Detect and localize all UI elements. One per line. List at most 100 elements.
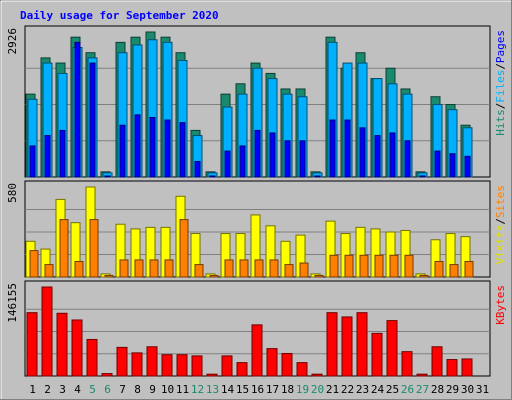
middle-bar-sites-5 [89,219,99,278]
middle-bar-sites-28 [434,260,444,278]
top-bar-pages-2 [44,135,51,178]
middle-bar-sites-20 [314,274,324,278]
top-bar-pages-29 [449,153,456,178]
middle-panel: 580 Sites/Visits [6,180,507,278]
middle-bar-sites-23 [359,254,369,278]
top-panel: 2926 Pages/Files/Hits [6,25,507,178]
middle-bar-sites-13 [209,274,219,278]
top-bar-pages-17 [269,132,276,178]
top-bar-pages-14 [224,150,231,178]
middle-bar-sites-6 [104,274,114,278]
bottom-bar-kbytes-19 [296,362,308,377]
bottom-bar-kbytes-1 [26,312,38,377]
x-tick-label-20: 20 [311,383,324,396]
x-tick-label-30: 30 [461,383,474,396]
bottom-bar-kbytes-14 [221,355,233,377]
x-tick-label-2: 2 [44,383,51,396]
x-tick-label-6: 6 [104,383,111,396]
top-legend-files: Files [494,70,507,103]
middle-legend-visits: Visits [494,225,507,265]
bottom-bar-kbytes-24 [371,332,383,377]
top-bar-pages-16 [254,129,261,178]
x-tick-label-24: 24 [371,383,385,396]
x-tick-label-3: 3 [59,383,66,396]
bottom-bar-kbytes-26 [401,351,413,377]
x-tick-label-19: 19 [296,383,309,396]
bottom-bar-kbytes-12 [191,355,203,377]
top-bar-pages-20 [314,175,321,178]
top-bar-pages-12 [194,160,201,178]
bottom-bar-kbytes-4 [71,319,83,377]
bottom-bar-kbytes-11 [176,354,188,377]
bottom-bar-kbytes-8 [131,352,143,377]
bottom-ymax-label: 146155 [6,283,19,323]
top-bar-pages-22 [344,119,351,178]
top-bar-pages-3 [59,129,66,178]
middle-bar-sites-14 [224,259,234,278]
top-bar-pages-1 [29,145,36,178]
bottom-bar-kbytes-13 [206,373,218,377]
middle-bar-sites-29 [449,264,459,278]
middle-bar-sites-1 [29,250,39,278]
middle-bar-sites-21 [329,254,339,278]
bottom-bar-kbytes-25 [386,320,398,377]
top-bar-pages-13 [209,175,216,178]
bottom-bar-kbytes-10 [161,354,173,377]
bottom-bar-kbytes-29 [446,359,458,377]
x-tick-label-1: 1 [29,383,36,396]
x-tick-label-21: 21 [326,383,339,396]
bottom-bar-kbytes-2 [41,286,53,377]
x-tick-label-16: 16 [251,383,264,396]
x-tick-label-8: 8 [134,383,141,396]
top-bar-pages-7 [119,124,126,178]
x-tick-label-4: 4 [74,383,81,396]
middle-bar-sites-22 [344,254,354,278]
top-bar-pages-26 [404,140,411,178]
top-bar-pages-10 [164,119,171,178]
top-bar-pages-27 [419,175,426,178]
top-legend-hits: Hits [494,109,507,136]
top-bar-pages-30 [464,155,471,178]
middle-bar-sites-2 [44,264,54,278]
middle-bar-sites-7 [119,259,129,278]
bottom-bar-kbytes-6 [101,373,113,377]
middle-bar-sites-18 [284,264,294,278]
x-tick-label-9: 9 [149,383,156,396]
x-tick-label-27: 27 [416,383,429,396]
top-bar-pages-19 [299,140,306,178]
top-bar-pages-23 [359,127,366,178]
x-tick-label-11: 11 [176,383,189,396]
x-tick-label-12: 12 [191,383,204,396]
bottom-bar-kbytes-18 [281,352,293,377]
bottom-bar-kbytes-17 [266,348,278,377]
middle-bar-sites-30 [464,260,474,278]
x-tick-label-10: 10 [161,383,174,396]
top-legend-sep-0: / [494,63,507,70]
middle-bar-sites-16 [254,259,264,278]
x-tick-label-22: 22 [341,383,354,396]
bottom-bar-kbytes-9 [146,346,158,377]
top-bar-pages-8 [134,114,141,178]
top-legend-pages: Pages [494,30,507,63]
top-bar-pages-4 [74,41,81,178]
chart-title: Daily usage for September 2020 [20,9,219,22]
top-bar-pages-6 [104,175,111,178]
bottom-bar-kbytes-22 [341,316,353,377]
top-bar-pages-18 [284,140,291,178]
bottom-bar-kbytes-28 [431,346,443,377]
top-ymax-label: 2926 [6,28,19,55]
middle-bar-sites-26 [404,254,414,278]
top-bar-pages-5 [89,62,96,178]
top-bar-pages-28 [434,150,441,178]
middle-bar-sites-4 [74,260,84,278]
bottom-bar-kbytes-3 [56,312,68,377]
bottom-bar-kbytes-30 [461,358,473,377]
x-axis: 1 2 3 4 5 6 7 8 9 10 11 12 13 14 15 16 17 18 19 20 21 22 23 24 2… [29,383,489,396]
middle-bar-sites-11 [179,219,189,278]
top-bar-pages-24 [374,135,381,178]
x-tick-label-17: 17 [266,383,279,396]
x-tick-label-28: 28 [431,383,444,396]
top-bar-pages-25 [389,132,396,178]
middle-legend-sep-0: / [494,218,507,225]
bottom-legend-kbytes: KBytes [494,285,507,325]
